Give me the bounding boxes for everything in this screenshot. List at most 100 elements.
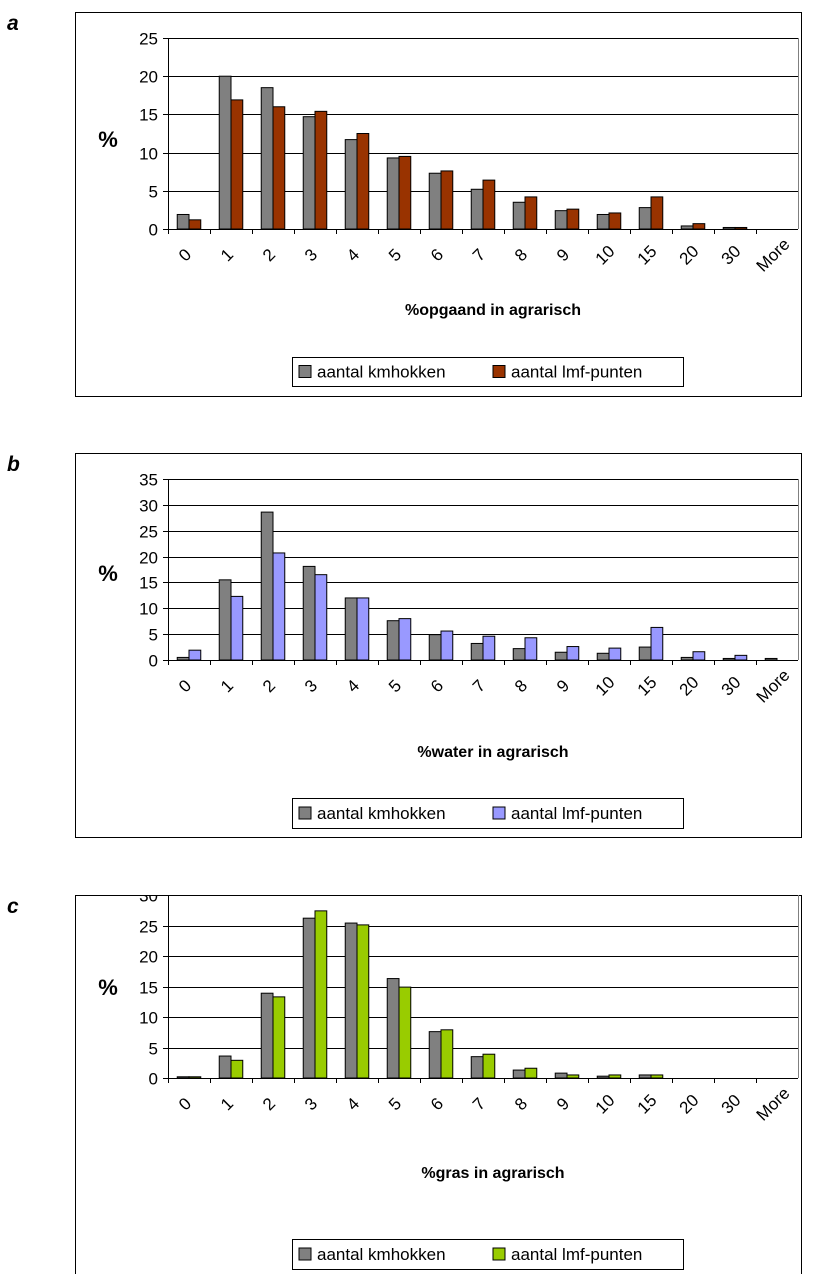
bar — [176, 213, 190, 230]
y-tick-label: 10 — [139, 1009, 158, 1028]
bar — [566, 1074, 580, 1079]
y-tick-label: 30 — [139, 497, 158, 516]
y-tick-label: 20 — [139, 948, 158, 967]
bar — [650, 626, 664, 661]
chart-frame — [75, 895, 802, 1275]
bar — [734, 654, 748, 661]
bar — [428, 1031, 442, 1079]
legend-swatch — [298, 365, 312, 378]
legend-label: aantal lmf-punten — [511, 363, 642, 382]
chart-panel-b: b 0 5 10 15 20 25 30 35% 0 1 2 3 4 5 6 7 8 9 10 15 20 30 More%… — [0, 453, 814, 843]
bar — [524, 1067, 538, 1079]
bar — [512, 1069, 526, 1079]
bar — [692, 651, 706, 661]
bar — [638, 1074, 652, 1079]
bar — [722, 657, 736, 661]
bar — [386, 978, 400, 1079]
legend-label: aantal kmhokken — [317, 804, 446, 823]
bar — [356, 924, 370, 1079]
bar — [188, 219, 202, 230]
bar — [692, 223, 706, 230]
bar — [440, 1029, 454, 1079]
panel-letter: a — [7, 12, 19, 35]
bar — [272, 552, 286, 661]
bar — [470, 1056, 484, 1079]
y-tick-label: 25 — [139, 523, 158, 542]
bar — [260, 992, 274, 1079]
bar — [314, 574, 328, 661]
bar — [344, 597, 358, 661]
y-tick-label: 30 — [139, 895, 158, 906]
bar — [596, 1075, 610, 1079]
bar — [512, 648, 526, 661]
bar — [764, 657, 778, 661]
y-axis-label: % — [98, 127, 118, 152]
x-axis-label: %water in agrarisch — [417, 744, 568, 761]
bar — [482, 635, 496, 661]
x-axis-label: %opgaand in agrarisch — [405, 302, 581, 319]
bar — [386, 620, 400, 661]
bar — [608, 647, 622, 661]
y-tick-label: 15 — [139, 574, 158, 593]
bar — [428, 634, 442, 661]
y-tick-label: 10 — [139, 600, 158, 619]
bar — [398, 618, 412, 661]
bar — [260, 87, 274, 230]
legend-label: aantal kmhokken — [317, 363, 446, 382]
bar — [470, 188, 484, 230]
y-tick-label: 5 — [149, 1040, 158, 1059]
legend-swatch — [492, 1247, 506, 1261]
bar — [272, 996, 286, 1079]
bar — [230, 1059, 244, 1079]
bar — [344, 922, 358, 1079]
bar — [356, 133, 370, 230]
y-tick-label: 10 — [139, 145, 158, 164]
bar — [386, 157, 400, 230]
bar — [314, 110, 328, 230]
legend-swatch — [298, 806, 312, 820]
legend-box — [292, 1239, 684, 1270]
bar — [230, 595, 244, 661]
bar — [188, 1076, 202, 1079]
bar — [566, 646, 580, 661]
bar — [188, 649, 202, 661]
bar — [608, 1074, 622, 1079]
bar — [440, 630, 454, 661]
bar — [440, 170, 454, 230]
bar — [482, 1053, 496, 1079]
bar — [398, 986, 412, 1079]
y-tick-label: 15 — [139, 106, 158, 125]
bar — [734, 226, 748, 230]
bar — [302, 917, 316, 1079]
bar — [356, 597, 370, 661]
legend-label: aantal lmf-punten — [511, 1245, 642, 1264]
bar — [398, 155, 412, 230]
bar — [260, 511, 274, 661]
y-tick-label: 25 — [139, 918, 158, 937]
y-axis-label: % — [98, 561, 118, 586]
bar — [218, 1055, 232, 1079]
bar — [482, 179, 496, 230]
bar — [218, 579, 232, 661]
bar — [176, 656, 190, 661]
panel-letter: b — [7, 453, 20, 476]
bar — [650, 1074, 664, 1079]
bar — [428, 172, 442, 230]
y-tick-label: 15 — [139, 979, 158, 998]
x-axis-label: %gras in agrarisch — [421, 1165, 564, 1182]
bar — [680, 225, 694, 230]
bar — [638, 646, 652, 661]
y-tick-label: 5 — [149, 183, 158, 202]
bar — [302, 116, 316, 230]
y-tick-label: 20 — [139, 549, 158, 568]
chart-panel-c: c 0 5 10 15 20 25 30% 0 1 2 3 4 5 6 7 8 9 10 15 20 30 More %gr… — [0, 887, 814, 1275]
bar — [554, 1072, 568, 1079]
bar — [314, 910, 328, 1079]
chart-panel-a: a 0 5 10 15 20 25% 0 1 2 3 4 5 6 7 8 9 10 15 20 30 More %opga… — [0, 12, 814, 402]
y-tick-label: 35 — [139, 471, 158, 490]
bar — [218, 75, 232, 230]
bar — [596, 213, 610, 230]
y-tick-label: 20 — [139, 68, 158, 87]
